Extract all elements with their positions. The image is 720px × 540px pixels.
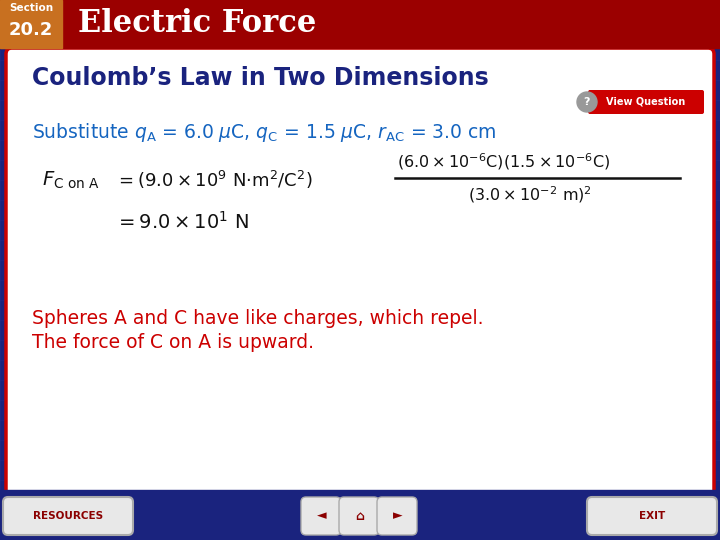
Text: Section: Section <box>9 3 53 13</box>
FancyBboxPatch shape <box>3 497 133 535</box>
Text: $=9.0\times10^{1}\ \mathrm{N}$: $=9.0\times10^{1}\ \mathrm{N}$ <box>115 211 249 233</box>
Text: $(3.0\times10^{-2}\ \mathrm{m})^2$: $(3.0\times10^{-2}\ \mathrm{m})^2$ <box>468 185 592 205</box>
FancyBboxPatch shape <box>301 497 341 535</box>
Text: EXIT: EXIT <box>639 511 665 521</box>
Circle shape <box>577 92 597 112</box>
FancyBboxPatch shape <box>588 90 704 114</box>
Text: ►: ► <box>393 510 402 523</box>
Text: Coulomb’s Law in Two Dimensions: Coulomb’s Law in Two Dimensions <box>32 66 489 90</box>
Text: ◄: ◄ <box>318 510 327 523</box>
Bar <box>0 490 720 540</box>
Text: Electric Force: Electric Force <box>78 9 316 39</box>
Bar <box>0 0 62 48</box>
FancyBboxPatch shape <box>6 48 714 496</box>
Text: Substitute $q_\mathrm{A}$ = 6.0 $\mu$C, $q_\mathrm{C}$ = 1.5 $\mu$C, $r_\mathrm{: Substitute $q_\mathrm{A}$ = 6.0 $\mu$C, … <box>32 120 497 144</box>
FancyBboxPatch shape <box>377 497 417 535</box>
Text: $(6.0\times10^{-6}\mathrm{C})(1.5\times10^{-6}\mathrm{C})$: $(6.0\times10^{-6}\mathrm{C})(1.5\times1… <box>397 152 610 172</box>
Text: $F_\mathrm{C\ on\ A}$: $F_\mathrm{C\ on\ A}$ <box>42 170 100 191</box>
Text: View Question: View Question <box>606 97 685 107</box>
Text: RESOURCES: RESOURCES <box>33 511 103 521</box>
Bar <box>0 0 720 48</box>
Text: 20.2: 20.2 <box>9 21 53 39</box>
FancyBboxPatch shape <box>587 497 717 535</box>
FancyBboxPatch shape <box>339 497 379 535</box>
Text: $= (9.0\times10^{9}\ \mathrm{N{\cdot}m^2/C^2})$: $= (9.0\times10^{9}\ \mathrm{N{\cdot}m^2… <box>115 169 312 191</box>
Text: ?: ? <box>584 97 590 107</box>
Text: Spheres A and C have like charges, which repel.: Spheres A and C have like charges, which… <box>32 308 484 327</box>
Text: The force of C on A is upward.: The force of C on A is upward. <box>32 333 314 352</box>
Text: ⌂: ⌂ <box>356 510 364 523</box>
